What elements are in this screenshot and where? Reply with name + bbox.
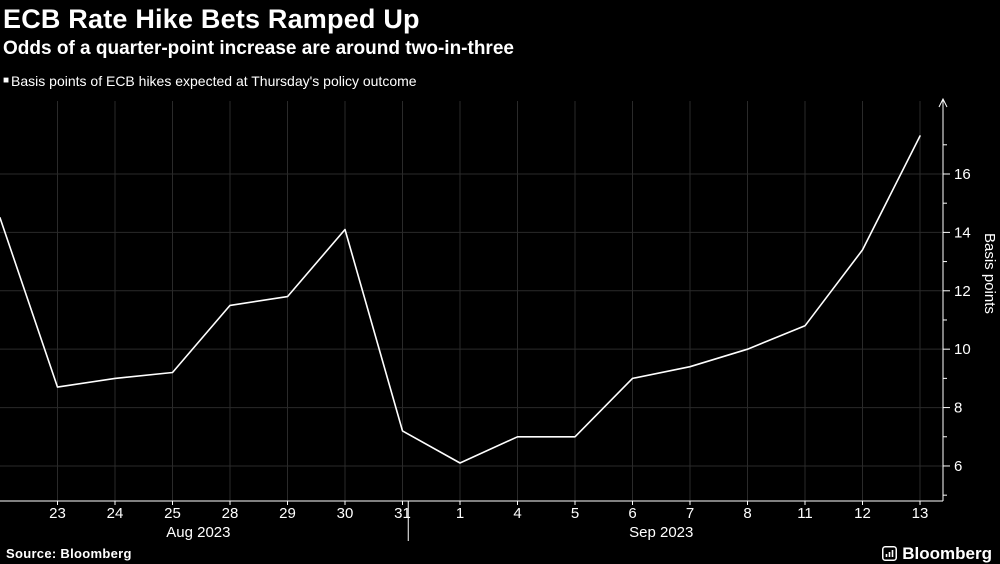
x-tick-label: 8 [743,505,751,522]
x-tick-label: 1 [456,505,464,522]
x-tick-label: 4 [513,505,521,522]
x-tick-label: 13 [912,505,929,522]
y-tick-label: 10 [954,341,971,358]
x-tick-label: 28 [222,505,239,522]
bloomberg-logo: Bloomberg [882,544,992,564]
y-tick-label: 12 [954,283,971,300]
y-tick-label: 8 [954,400,962,417]
x-tick-label: 7 [686,505,694,522]
x-tick-label: 23 [49,505,66,522]
x-tick-label: 11 [797,505,813,522]
x-tick-label: 6 [628,505,636,522]
x-tick-label: 29 [279,505,296,522]
x-tick-label: 31 [394,505,411,522]
source-text: Source: Bloomberg [6,546,132,561]
bloomberg-logo-text: Bloomberg [902,543,992,563]
footer: Source: Bloomberg Bloomberg [0,544,1000,564]
chart-header: ECB Rate Hike Bets Ramped Up Odds of a q… [0,0,1000,95]
x-tick-label: 5 [571,505,579,522]
y-tick-label: 14 [954,224,971,241]
chart-subtitle: Odds of a quarter-point increase are aro… [3,38,514,60]
bloomberg-logo-icon [882,546,898,561]
x-tick-label: 12 [854,505,871,522]
y-tick-label: 6 [954,458,962,475]
chart-title: ECB Rate Hike Bets Ramped Up [3,4,420,34]
y-tick-label: 16 [954,166,971,183]
y-axis-arrow-icon [938,97,948,108]
legend: ■ Basis points of ECB hikes expected at … [3,73,996,89]
x-tick-label: 30 [337,505,354,522]
series-line [0,135,921,464]
x-tick-label: 25 [164,505,181,522]
chart-area: 6 8 10 12 14 16 23 24 25 28 29 30 31 1 4 5 6 7 8 11 12 13 Aug … [0,95,1000,545]
x-tick-label: 24 [107,505,124,522]
legend-label: Basis points of ECB hikes expected at Th… [11,73,417,90]
period-label: Aug 2023 [166,524,230,541]
period-label: Sep 2023 [629,524,693,541]
legend-marker-icon: ■ [3,75,10,87]
y-axis-title: Basis points [981,233,998,314]
